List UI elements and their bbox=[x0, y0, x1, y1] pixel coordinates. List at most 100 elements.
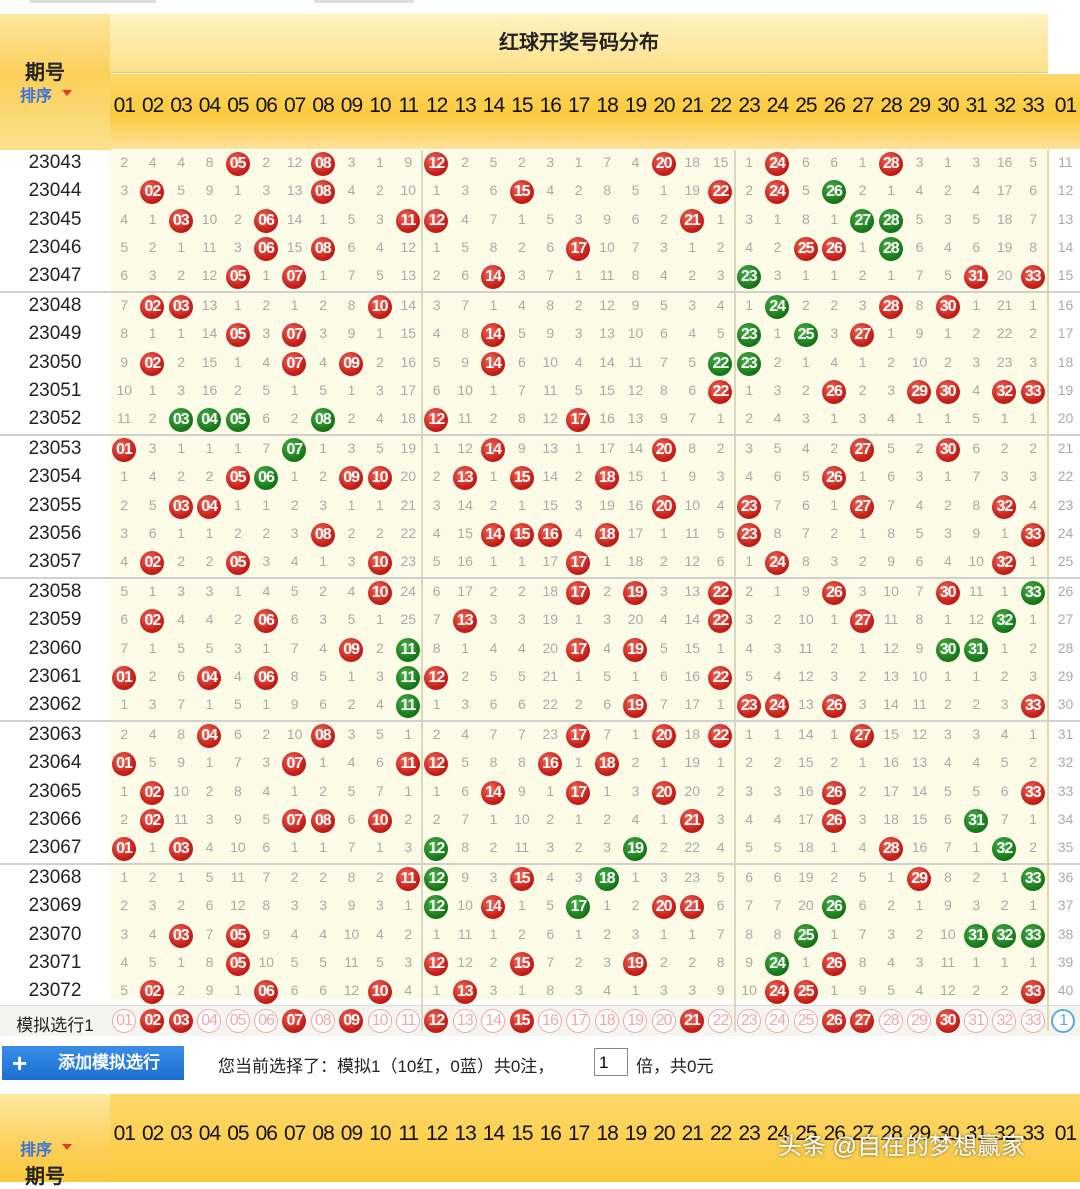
sim-ball-16[interactable]: 16 bbox=[538, 1009, 562, 1033]
miss-count: 10 bbox=[599, 238, 615, 255]
drawn-ball-11: 11 bbox=[396, 665, 420, 690]
miss-count: 1 bbox=[830, 496, 839, 513]
drawn-ball-05: 05 bbox=[225, 152, 250, 176]
miss-count: 5 bbox=[461, 754, 469, 771]
miss-count: 4 bbox=[603, 639, 611, 656]
sim-selected-ball-07[interactable]: 07 bbox=[282, 1009, 307, 1033]
miss-count: 4 bbox=[858, 839, 867, 856]
sim-ball-24[interactable]: 24 bbox=[765, 1009, 790, 1033]
sim-ball-05[interactable]: 05 bbox=[225, 1009, 250, 1033]
miss-count: 15 bbox=[201, 353, 218, 370]
sim-blue-ball[interactable]: 1 bbox=[1051, 1009, 1076, 1033]
drawn-ball-20: 20 bbox=[651, 438, 676, 462]
miss-count: 2 bbox=[233, 611, 242, 628]
sim-ball-17[interactable]: 17 bbox=[566, 1009, 591, 1033]
miss-count: 6 bbox=[659, 325, 668, 342]
sim-selected-ball-15[interactable]: 15 bbox=[509, 1009, 534, 1033]
miss-count: 7 bbox=[517, 381, 526, 398]
number-header-25: 25 bbox=[795, 94, 817, 117]
sim-ball-29[interactable]: 29 bbox=[907, 1009, 932, 1033]
miss-count: 2 bbox=[1000, 897, 1009, 914]
sim-selected-ball-30[interactable]: 30 bbox=[935, 1009, 960, 1033]
miss-count: 2 bbox=[688, 953, 697, 970]
sim-ball-08[interactable]: 08 bbox=[310, 1009, 335, 1033]
sim-ball-14[interactable]: 14 bbox=[481, 1009, 506, 1033]
footer-sort-link[interactable]: 排序 bbox=[20, 1142, 53, 1159]
sim-ball-33[interactable]: 33 bbox=[1020, 1009, 1045, 1033]
drawn-ball-21: 21 bbox=[680, 208, 704, 233]
drawn-ball-27: 27 bbox=[850, 609, 875, 634]
miss-count: 1 bbox=[830, 839, 839, 856]
sim-selected-ball-21[interactable]: 21 bbox=[680, 1009, 704, 1033]
sim-selected-ball-12[interactable]: 12 bbox=[424, 1009, 449, 1033]
miss-count: 4 bbox=[120, 553, 129, 570]
period-label-23047: 23047 bbox=[28, 265, 82, 287]
miss-count: 6 bbox=[517, 353, 526, 370]
drawn-ball-14: 14 bbox=[481, 780, 506, 805]
miss-count: 1 bbox=[290, 297, 299, 313]
sim-ball-22[interactable]: 22 bbox=[708, 1009, 733, 1033]
blue-miss-count: 11 bbox=[1058, 154, 1073, 170]
sim-ball-32[interactable]: 32 bbox=[992, 1009, 1017, 1033]
miss-count: 2 bbox=[1000, 440, 1009, 456]
miss-count: 1 bbox=[461, 639, 469, 656]
miss-count: 1 bbox=[1000, 639, 1009, 656]
miss-count: 8 bbox=[546, 982, 555, 999]
sim-ball-13[interactable]: 13 bbox=[452, 1009, 477, 1033]
sim-ball-18[interactable]: 18 bbox=[594, 1009, 619, 1033]
add-sim-row-button[interactable]: + 添加模拟选行 bbox=[2, 1046, 184, 1080]
sim-ball-10[interactable]: 10 bbox=[367, 1009, 392, 1033]
miss-count: 5 bbox=[887, 982, 895, 999]
sim-ball-04[interactable]: 04 bbox=[197, 1009, 222, 1033]
sim-ball-11[interactable]: 11 bbox=[396, 1009, 420, 1033]
sim-selected-ball-27[interactable]: 27 bbox=[850, 1009, 875, 1033]
sim-ball-31[interactable]: 31 bbox=[964, 1009, 988, 1033]
period-label-23045: 23045 bbox=[28, 208, 82, 230]
footer-number-12: 12 bbox=[426, 1122, 448, 1145]
sim-ball-23[interactable]: 23 bbox=[736, 1009, 761, 1033]
miss-count: 5 bbox=[205, 869, 214, 885]
miss-count: 3 bbox=[205, 583, 214, 599]
sim-selected-ball-02[interactable]: 02 bbox=[140, 1009, 165, 1033]
miss-count: 18 bbox=[798, 839, 814, 856]
miss-count: 3 bbox=[972, 353, 981, 370]
footer-number-header: 01 02 03 04 05 06 07 08 09 10 11 12 13 14 15 16 17 18 19 20… bbox=[110, 1094, 1080, 1182]
miss-count: 1 bbox=[858, 353, 867, 370]
miss-count: 13 bbox=[911, 754, 928, 771]
miss-count: 1 bbox=[205, 754, 214, 771]
drawn-ball-24: 24 bbox=[765, 951, 790, 976]
sim-ball-06[interactable]: 06 bbox=[254, 1009, 278, 1033]
distribution-grid: 2 4 4 8 05 2 12 08 3 1 9 12 2 5 2 3 1 7 4 20 18 15 1 24 6 6 1 28 3 1 3… bbox=[110, 150, 1080, 1033]
sim-selected-ball-09[interactable]: 09 bbox=[339, 1009, 364, 1033]
footer-sort-arrow-icon[interactable] bbox=[62, 1144, 72, 1150]
drawn-ball-14: 14 bbox=[481, 438, 506, 462]
miss-count: 10 bbox=[883, 583, 899, 599]
miss-count: 1 bbox=[432, 925, 441, 942]
miss-count: 7 bbox=[1000, 810, 1009, 827]
miss-count: 3 bbox=[773, 639, 782, 656]
miss-count: 3 bbox=[546, 154, 555, 170]
miss-count: 3 bbox=[148, 440, 157, 456]
miss-count: 19 bbox=[798, 869, 814, 885]
sim-ball-20[interactable]: 20 bbox=[651, 1009, 676, 1033]
drawn-ball-05: 05 bbox=[225, 951, 250, 976]
footer-number-29: 29 bbox=[908, 1122, 931, 1145]
miss-count: 15 bbox=[684, 639, 701, 656]
miss-count: 9 bbox=[659, 410, 668, 427]
miss-count: 22 bbox=[400, 524, 417, 541]
multiplier-input[interactable]: 1 bbox=[594, 1048, 628, 1076]
sim-selected-ball-03[interactable]: 03 bbox=[168, 1009, 193, 1033]
miss-count: 4 bbox=[375, 238, 384, 255]
period-label-23056: 23056 bbox=[28, 522, 82, 544]
sim-ball-01[interactable]: 01 bbox=[112, 1009, 136, 1033]
miss-count: 1 bbox=[177, 440, 185, 456]
sim-ball-25[interactable]: 25 bbox=[793, 1009, 818, 1033]
sim-selected-ball-26[interactable]: 26 bbox=[822, 1009, 846, 1033]
sim-ball-28[interactable]: 28 bbox=[878, 1009, 903, 1033]
miss-count: 3 bbox=[177, 381, 185, 398]
miss-count: 1 bbox=[1000, 869, 1009, 885]
miss-count: 5 bbox=[943, 782, 952, 799]
sim-ball-19[interactable]: 19 bbox=[623, 1009, 648, 1033]
sort-arrow-icon[interactable] bbox=[62, 90, 72, 96]
sort-link[interactable]: 排序 bbox=[20, 88, 53, 105]
